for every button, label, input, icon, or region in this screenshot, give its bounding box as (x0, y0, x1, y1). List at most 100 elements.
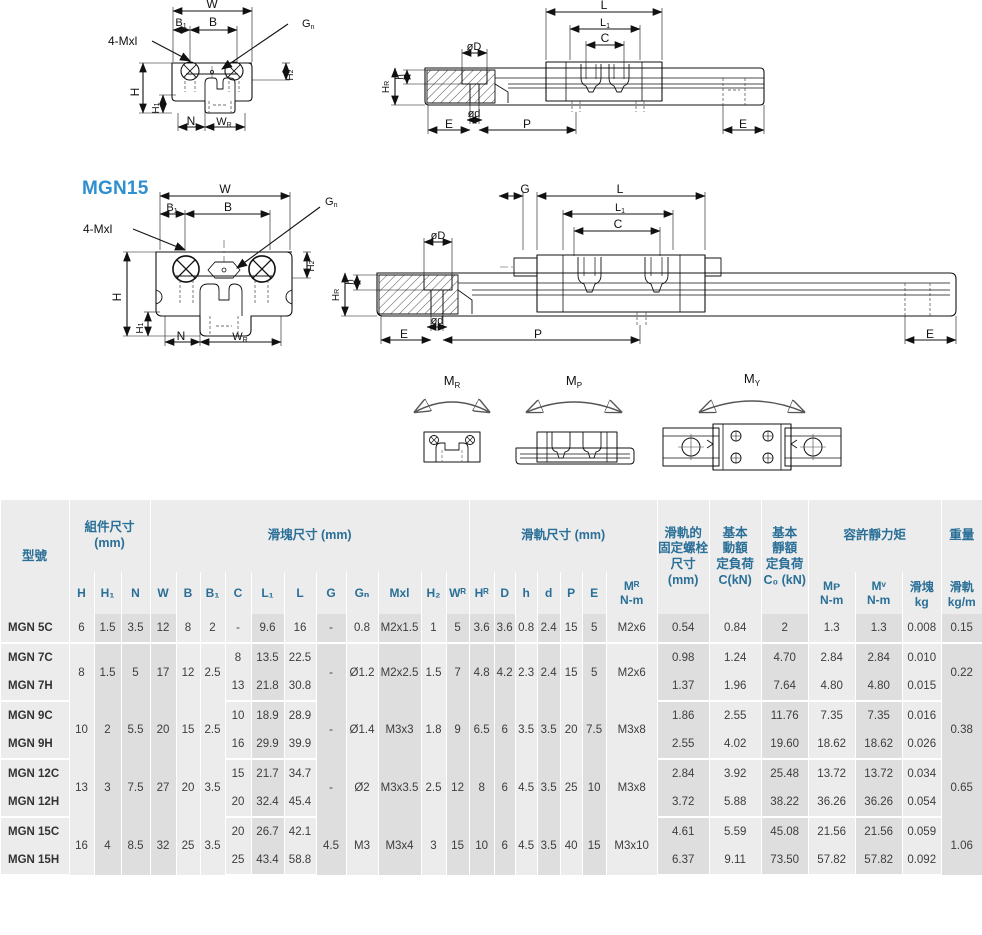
cell-model: MGN 9H (0, 730, 69, 760)
specification-table: 型號 組件尺寸 (mm) 滑塊尺寸 (mm) 滑軌尺寸 (mm) 滑軌的 固定螺… (0, 500, 982, 876)
cell-MY: 7.35 (855, 701, 903, 730)
header-MY-unit: N-m (867, 593, 891, 607)
stat-line1: 基本 (772, 525, 798, 540)
header-P: P (560, 572, 583, 614)
header-weight-rail-label: 滑軌 (949, 579, 974, 594)
cell-MP: 1.3 (808, 614, 856, 644)
cell-model: MGN 12C (0, 759, 69, 788)
header-h: h (515, 572, 538, 614)
cell-w_block: 0.026 (902, 730, 942, 760)
header-MY-sym: Mᵛ (871, 579, 886, 593)
cell-w-rail: 0.65 (941, 759, 982, 817)
dim-label-H2: H2 (285, 69, 296, 80)
cell-stat: 5.88 (709, 788, 762, 818)
header-assembly-line1: 組件尺寸 (84, 520, 135, 535)
header-L: L (284, 572, 316, 614)
table-row[interactable]: MGN 12H 20 32.4 45.4 3.72 5.88 38.22 36.26 36.26… (0, 788, 982, 818)
cell-C: 25 (225, 846, 251, 876)
table-row[interactable]: MGN 7C 8 1.5 5 17 12 2.5 8 13.5 22.5- Ø1.2 M2x2.5 1.… (0, 643, 982, 701)
cell-w_block: 0.054 (902, 788, 942, 818)
cell-h: 3.5 (515, 701, 538, 759)
cell-w-rail: 0.22 (941, 643, 982, 701)
cell-L1: 32.4 (251, 788, 284, 818)
cell-WR: 5 (446, 614, 470, 644)
table-row[interactable]: MGN 9H 16 29.9 39.9 2.55 4.02 19.60 18.62 18.62 0… (0, 730, 982, 760)
cell-Mxl: M2x2.5 (378, 643, 421, 701)
cell-B1: 3.5 (200, 817, 225, 875)
cell-dyn: 3.72 (657, 788, 710, 818)
cell-HR: 8 (469, 759, 495, 817)
cell-B1: 2.5 (200, 701, 225, 759)
header-d: d (537, 572, 561, 614)
header-MP-unit: N-m (820, 593, 844, 607)
header-B1: B₁ (200, 572, 225, 614)
cell-G: - (316, 614, 346, 644)
cell-N: 8.5 (121, 817, 150, 875)
cell-H: 13 (69, 759, 94, 817)
dim15-label-4Mxl: 4-Mxl (83, 222, 112, 236)
dim-label-W: W (206, 0, 218, 11)
cell-W: 27 (150, 759, 176, 817)
header-weight-rail: 滑軌 kg/m (941, 572, 982, 614)
header-assembly-line2: (mm) (94, 536, 125, 550)
header-D: D (494, 572, 516, 614)
header-HR: Hᴿ (469, 572, 495, 614)
cell-stat: 2.55 (709, 701, 762, 730)
cell-B: 20 (176, 759, 200, 817)
cell-C: - (225, 614, 251, 644)
cell-stat: 1.24 (709, 643, 762, 672)
cell-MP: 57.82 (808, 846, 856, 876)
cell-w-rail: 0.15 (941, 614, 982, 644)
rail-bolt-line2: 固定螺栓 (658, 541, 709, 556)
table-row[interactable]: MGN 7H 13 21.8 30.8 1.37 1.96 7.64 4.80 4.80 0.01… (0, 672, 982, 702)
cell-H1: 2 (94, 701, 121, 759)
cell-E: 7.5 (582, 701, 607, 759)
cell-H: 16 (69, 817, 94, 875)
dim15-label-HR: HR (331, 289, 342, 301)
dim-label-H: H (128, 88, 142, 97)
cell-Mxl: M3x4 (378, 817, 421, 875)
dim-label-E-right: E (739, 117, 747, 131)
table-row[interactable]: MGN 5C 6 1.5 3.5 12 8 2-9.6 16-0.8 M2x1.5 1 5 3.6 3.… (0, 614, 982, 644)
table-row[interactable]: MGN 9C 10 2 5.5 20 15 2.5 10 18.9 28.9- Ø1.4 M3x3 1.… (0, 701, 982, 759)
dim15-label-Gn: Gn (325, 196, 338, 209)
cell-N: 5.5 (121, 701, 150, 759)
table-row[interactable]: MGN 15H 25 43.4 58.8 6.37 9.11 73.50 57.82 57.82… (0, 846, 982, 876)
cell-w_block: 0.092 (902, 846, 942, 876)
cell-L: 22.5 (284, 643, 316, 672)
cell-model: MGN 7C (0, 643, 69, 672)
header-MR-unit: N-m (620, 593, 644, 607)
cell-B1: 3.5 (200, 759, 225, 817)
dim-label-L: L (601, 0, 608, 12)
header-MY: Mᵛ N-m (855, 572, 903, 614)
cell-d: 3.5 (537, 817, 561, 875)
cell-stat: 1.96 (709, 672, 762, 702)
cell-H2: 3 (421, 817, 446, 875)
cell-h: 0.8 (515, 614, 538, 644)
engineering-drawings: W B1 B Gn 4-Mxl H H1 H2 N WR L L1 C øD ø… (82, 0, 957, 471)
cell-stat: 3.92 (709, 759, 762, 788)
cell-B1: 2 (200, 614, 225, 644)
cell-B1: 2.5 (200, 643, 225, 701)
cell-stat: 0.84 (709, 614, 762, 644)
table-row[interactable]: MGN 15C 16 4 8.5 32 25 3.5 20 26.7 42.1 4.5 M3 M3x4 3… (0, 817, 982, 875)
cell-L1: 13.5 (251, 643, 284, 672)
cell-L: 42.1 (284, 817, 316, 846)
cell-L: 39.9 (284, 730, 316, 760)
cell-WR: 12 (446, 759, 470, 817)
header-MP-sym: Mᴘ (823, 579, 841, 593)
cell-WR: 9 (446, 701, 470, 759)
cell-dyn: 0.54 (657, 614, 710, 644)
cell-L1: 18.9 (251, 701, 284, 730)
cell-L: 45.4 (284, 788, 316, 818)
cell-d: 3.5 (537, 759, 561, 817)
cell-dyn: 2.84 (657, 759, 710, 788)
cell-dyn: 0.98 (657, 643, 710, 672)
cell-H2: 2.5 (421, 759, 446, 817)
cell-MP: 13.72 (808, 759, 856, 788)
cell-W: 32 (150, 817, 176, 875)
dim15-label-H: H (110, 293, 124, 302)
table-row[interactable]: MGN 12C 13 3 7.5 27 20 3.5 15 21.7 34.7- Ø2 M3x3.5 2… (0, 759, 982, 817)
dim15-label-B1: B1 (166, 202, 177, 215)
dim15-label-B: B (224, 200, 232, 214)
